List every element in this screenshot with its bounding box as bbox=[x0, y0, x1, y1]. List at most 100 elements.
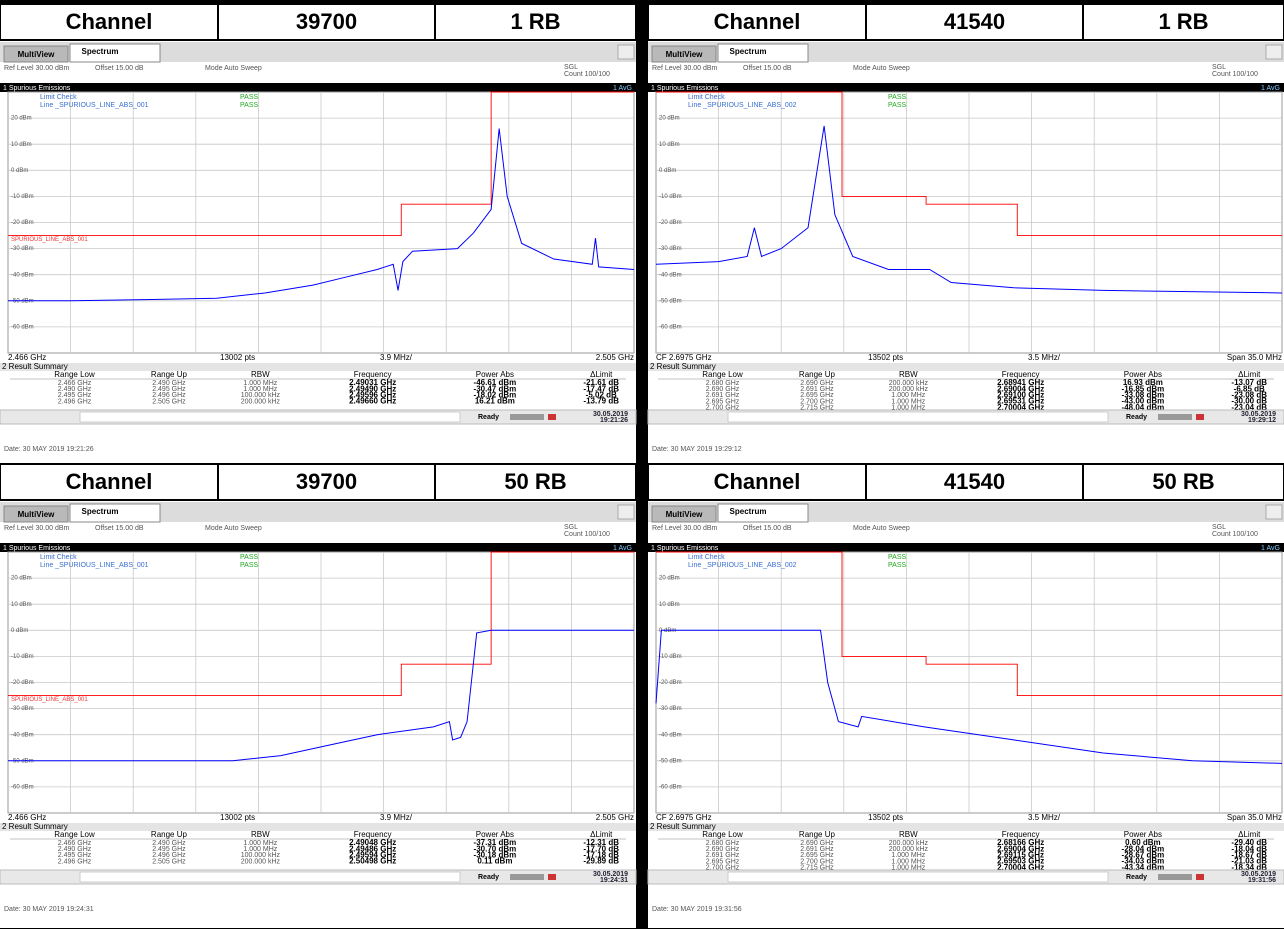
points: 13002 pts bbox=[220, 813, 255, 822]
window-bar bbox=[648, 83, 1284, 92]
summary-title: 2 Result Summary bbox=[2, 362, 68, 371]
cell: 2.49596 GHz bbox=[349, 391, 396, 400]
y-tick-label: -60 dBm bbox=[11, 324, 34, 330]
cell: 2.49594 GHz bbox=[349, 851, 396, 860]
icon bbox=[1196, 874, 1204, 880]
progress bbox=[1158, 414, 1192, 420]
progress bbox=[510, 874, 544, 880]
limit-check: Limit Check bbox=[40, 94, 77, 101]
column-header: Power Abs bbox=[1124, 370, 1162, 379]
cell: 0.11 dBm bbox=[477, 857, 512, 866]
status: Ready bbox=[1126, 874, 1147, 881]
tab bbox=[3, 45, 69, 63]
timestamp-time: 19:21:26 bbox=[600, 417, 628, 424]
y-tick-label: 0 dBm bbox=[659, 168, 676, 174]
header-text: 50 RB bbox=[1152, 469, 1214, 494]
y-tick-label: -60 dBm bbox=[11, 784, 34, 790]
limit-line bbox=[8, 551, 634, 696]
count: Count 100/100 bbox=[564, 531, 610, 538]
cell: -17.18 dB bbox=[583, 851, 619, 860]
window-title: 1 Spurious Emissions bbox=[651, 85, 719, 92]
limit-result: PASS bbox=[888, 94, 906, 101]
y-tick-label: -40 dBm bbox=[11, 272, 34, 278]
cell: 2.490 GHz bbox=[152, 840, 186, 847]
icon bbox=[548, 874, 556, 880]
tab-label: MultiView bbox=[18, 50, 56, 59]
cell: -18.02 dBm bbox=[474, 391, 517, 400]
cell: -30.70 dBm bbox=[474, 844, 517, 853]
tab-label: Spectrum bbox=[82, 507, 119, 516]
cell: 2.70004 GHz bbox=[997, 863, 1044, 872]
tab bbox=[69, 43, 161, 63]
header-text: 1 RB bbox=[510, 9, 560, 34]
cell: 1.000 MHz bbox=[891, 858, 925, 865]
limit-line-label: SPURIOUS_LINE_ABS_001 bbox=[11, 697, 88, 703]
column-header: Power Abs bbox=[476, 830, 514, 839]
column-header: RBW bbox=[899, 370, 918, 379]
cell: 2.495 GHz bbox=[152, 846, 186, 853]
y-tick-label: 20 dBm bbox=[11, 116, 32, 122]
cell: 2.496 GHz bbox=[152, 852, 186, 859]
trace-label: 1 AvG bbox=[613, 545, 632, 552]
summary-title: 2 Result Summary bbox=[2, 822, 68, 831]
tab bbox=[651, 45, 717, 63]
x-end: Span 35.0 MHz bbox=[1227, 813, 1282, 822]
cell: -18.34 dB bbox=[1231, 863, 1267, 872]
line-name: Line _SPURIOUS_LINE_ABS_001 bbox=[40, 562, 149, 569]
line-name: Line _SPURIOUS_LINE_ABS_001 bbox=[40, 102, 149, 109]
cell: -29.40 dB bbox=[1231, 838, 1267, 847]
count: Count 100/100 bbox=[1212, 71, 1258, 78]
y-tick-label: 20 dBm bbox=[659, 116, 680, 122]
tab bbox=[717, 43, 809, 63]
column-header: Range Up bbox=[799, 370, 836, 379]
cell: 2.466 GHz bbox=[58, 380, 92, 387]
cell: 2.690 GHz bbox=[800, 840, 834, 847]
y-tick-label: 10 dBm bbox=[11, 142, 32, 148]
tab-label: Spectrum bbox=[730, 47, 767, 56]
cell: 2.690 GHz bbox=[706, 386, 740, 393]
y-tick-label: -20 dBm bbox=[11, 680, 34, 686]
button bbox=[1265, 504, 1283, 520]
status: Ready bbox=[478, 414, 499, 421]
cell: -21.03 dB bbox=[1231, 857, 1267, 866]
cell: 2.700 GHz bbox=[800, 858, 834, 865]
y-tick-label: 0 dBm bbox=[11, 628, 28, 634]
cell: 200.000 kHz bbox=[241, 858, 281, 865]
limit-result: PASS bbox=[240, 94, 258, 101]
cell: 2.69100 GHz bbox=[997, 391, 1044, 400]
cell: 2.70004 GHz bbox=[997, 403, 1044, 412]
column-header: Range Up bbox=[151, 830, 188, 839]
cell: -17.70 dB bbox=[583, 844, 619, 853]
header-cell bbox=[219, 5, 434, 39]
cell: -16.85 dBm bbox=[1122, 384, 1165, 393]
tab-label: MultiView bbox=[666, 510, 704, 519]
cell: 100.000 kHz bbox=[241, 852, 281, 859]
column-header: Range Up bbox=[799, 830, 836, 839]
cell: 2.68941 GHz bbox=[997, 378, 1044, 387]
cell: 200.000 kHz bbox=[889, 846, 929, 853]
sgl: SGL bbox=[564, 64, 578, 71]
cell: 2.50498 GHz bbox=[349, 857, 396, 866]
cell: 2.466 GHz bbox=[58, 840, 92, 847]
limit-line-label: SPURIOUS_LINE_ABS_001 bbox=[11, 237, 88, 243]
cell: -21.61 dB bbox=[583, 378, 619, 387]
limit-line bbox=[8, 91, 634, 237]
cell: 2.490 GHz bbox=[58, 846, 92, 853]
header-text: 50 RB bbox=[504, 469, 566, 494]
y-tick-label: -20 dBm bbox=[659, 680, 682, 686]
cell: 16.21 dBm bbox=[475, 397, 515, 406]
header-text: 41540 bbox=[944, 469, 1005, 494]
cell: -28.67 dBm bbox=[1122, 851, 1165, 860]
limit-line bbox=[656, 91, 1282, 237]
x-start: 2.466 GHz bbox=[8, 813, 46, 822]
cell: -5.02 dB bbox=[586, 391, 617, 400]
y-tick-label: -20 dBm bbox=[11, 220, 34, 226]
cell: 1.000 MHz bbox=[243, 386, 277, 393]
y-tick-label: -40 dBm bbox=[659, 272, 682, 278]
mode: Mode Auto Sweep bbox=[205, 65, 262, 72]
header-cell bbox=[867, 465, 1082, 499]
ref-level: Ref Level 30.00 dBm bbox=[4, 525, 70, 532]
cell: 2.690 GHz bbox=[706, 846, 740, 853]
summary-bar bbox=[648, 363, 1284, 371]
cell: 200.000 kHz bbox=[889, 840, 929, 847]
